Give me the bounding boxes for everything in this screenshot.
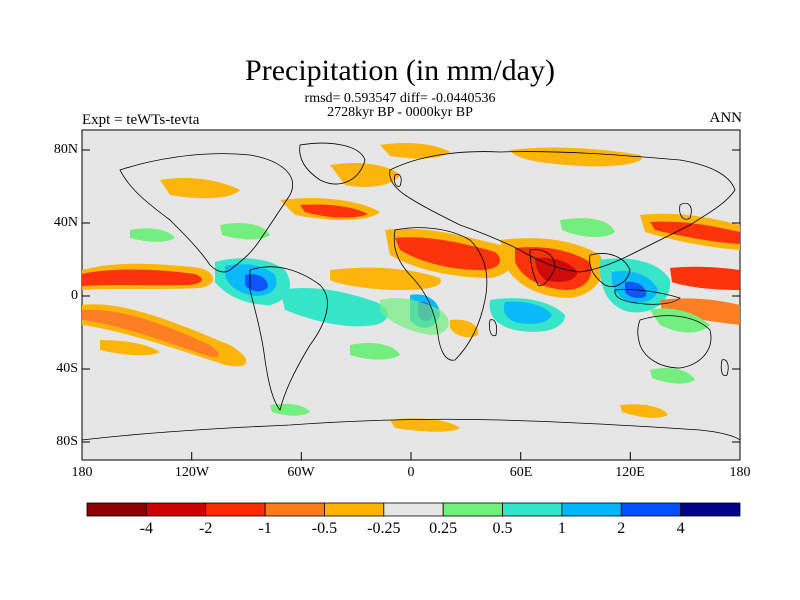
coast-north-america bbox=[119, 153, 293, 273]
anomaly-patch bbox=[503, 301, 552, 324]
anomaly-patch bbox=[160, 178, 240, 199]
coastlines bbox=[81, 142, 741, 441]
coast-new-zealand bbox=[720, 359, 729, 377]
colorbar-label: -1 bbox=[258, 520, 272, 537]
colorbar-label: 2 bbox=[617, 520, 626, 537]
colorbar-swatch bbox=[86, 502, 147, 517]
anomaly-patch bbox=[100, 340, 160, 356]
experiment-label: Expt = teWTs-tevta bbox=[82, 112, 200, 128]
lat-label: 40N bbox=[53, 215, 78, 230]
colorbar-label: 0.25 bbox=[429, 520, 458, 537]
colorbar-swatch bbox=[145, 502, 207, 517]
colorbar-label: 0.5 bbox=[492, 520, 513, 537]
anomaly-patch bbox=[82, 309, 220, 357]
coast-southeast-asia bbox=[589, 253, 631, 287]
map-title: Precipitation (in mm/day) bbox=[245, 54, 555, 87]
coast-europe-asia bbox=[389, 151, 736, 273]
colorbar-swatch bbox=[442, 502, 503, 517]
lat-label: 40S bbox=[56, 361, 78, 376]
season-label: ANN bbox=[709, 110, 743, 126]
anomaly-patch bbox=[350, 343, 400, 360]
stats-line: rmsd= 0.593547 diff= -0.0440536 bbox=[304, 91, 496, 106]
coast-africa bbox=[393, 227, 488, 361]
period-line: 2728kyr BP - 0000kyr BP bbox=[327, 105, 473, 120]
lon-label: 60W bbox=[287, 465, 315, 480]
colorbar-label: -0.5 bbox=[311, 520, 338, 537]
coast-uk bbox=[393, 173, 402, 187]
colorbar bbox=[86, 502, 741, 517]
anomaly-patch bbox=[330, 267, 441, 290]
colorbar-swatch bbox=[205, 502, 266, 517]
lon-label: 180 bbox=[729, 465, 751, 480]
coast-south-america bbox=[249, 266, 328, 411]
colorbar-swatch bbox=[680, 502, 741, 517]
anomaly-patch bbox=[245, 274, 268, 292]
anomaly-patch bbox=[560, 218, 615, 238]
anomaly-patch bbox=[510, 147, 642, 167]
colorbar-label: -2 bbox=[199, 520, 213, 537]
colorbar-swatch bbox=[620, 502, 682, 517]
anomaly-patch bbox=[380, 142, 450, 159]
colorbar-label: 4 bbox=[676, 520, 685, 537]
map-subtitle: rmsd= 0.593547 diff= -0.0440536 2728kyr … bbox=[0, 92, 800, 120]
lat-label: 80S bbox=[56, 434, 78, 449]
colorbar-swatch bbox=[324, 502, 385, 517]
colorbar-label: 1 bbox=[557, 520, 566, 537]
lon-label: 180 bbox=[71, 465, 93, 480]
colorbar-label: -0.25 bbox=[367, 520, 401, 537]
colorbar-swatch bbox=[383, 502, 444, 517]
coast-antarctica bbox=[81, 418, 741, 441]
coast-india bbox=[529, 249, 556, 287]
anomaly-patch bbox=[535, 257, 578, 282]
colorbar-swatch bbox=[264, 502, 325, 517]
anomaly-patch bbox=[650, 221, 740, 244]
colorbar-swatch bbox=[502, 502, 563, 517]
anomaly-patch bbox=[390, 418, 460, 432]
anomaly-patch bbox=[660, 298, 740, 325]
coast-indonesia bbox=[614, 289, 681, 305]
colorbar-label: -4 bbox=[139, 520, 154, 537]
coast-greenland bbox=[299, 142, 366, 185]
precip-anomaly-field bbox=[82, 142, 740, 432]
coast-japan bbox=[679, 202, 692, 220]
anomaly-patch bbox=[650, 368, 695, 384]
anomaly-patch bbox=[650, 308, 710, 333]
anomaly-patch bbox=[270, 403, 310, 416]
lon-label: 60E bbox=[509, 465, 533, 480]
anomaly-patch bbox=[620, 404, 668, 418]
anomaly-patch bbox=[330, 163, 400, 187]
lon-label: 0 bbox=[407, 465, 415, 480]
anomaly-patch bbox=[280, 288, 388, 327]
anomaly-patch bbox=[395, 237, 500, 270]
lat-label: 0 bbox=[71, 288, 78, 303]
coast-madagascar bbox=[489, 319, 498, 337]
anomaly-patch bbox=[450, 319, 479, 338]
anomaly-patch bbox=[220, 223, 270, 240]
colorbar-swatch bbox=[561, 502, 622, 517]
anomaly-patch bbox=[300, 204, 368, 218]
anomaly-patch bbox=[130, 228, 175, 242]
lat-label: 80N bbox=[53, 142, 78, 157]
anomaly-patch bbox=[82, 269, 202, 286]
lon-label: 120E bbox=[615, 465, 645, 480]
axis-ticks bbox=[81, 149, 741, 460]
anomaly-patch bbox=[670, 266, 740, 290]
coast-australia bbox=[637, 315, 712, 369]
lon-label: 120W bbox=[174, 465, 210, 480]
